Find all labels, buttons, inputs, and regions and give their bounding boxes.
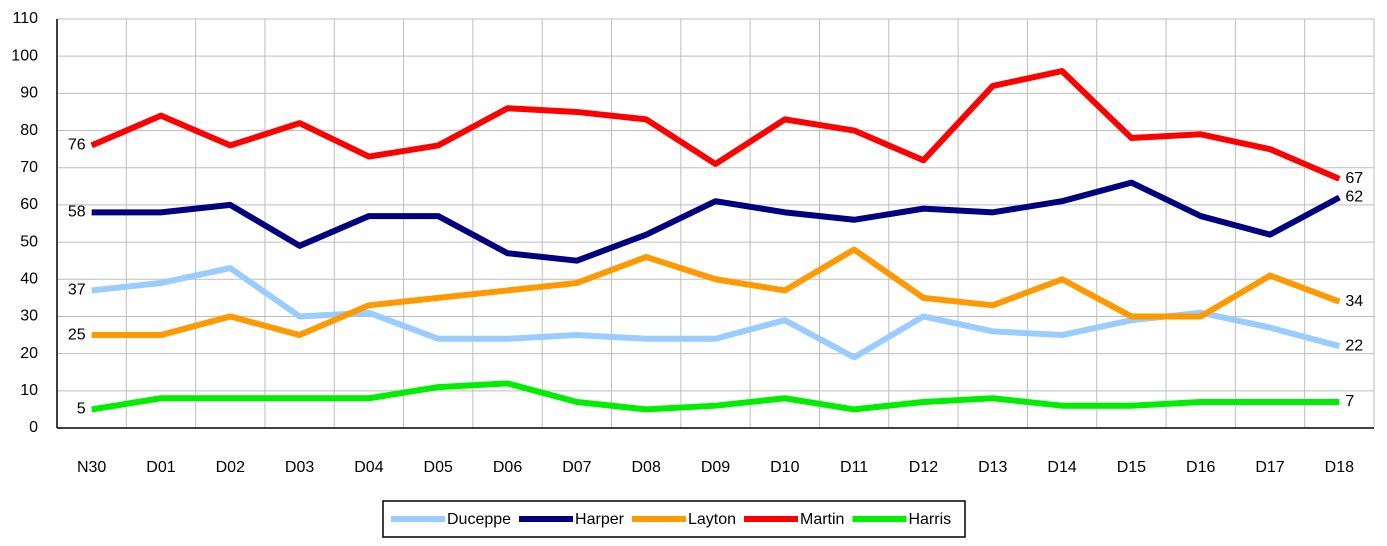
y-tick-label: 110 [12,10,38,27]
y-tick-label: 100 [11,47,38,64]
x-tick-label: D06 [493,459,522,476]
x-tick-label: D16 [1186,459,1215,476]
x-tick-label: D04 [354,459,383,476]
data-label: 37 [68,282,86,299]
legend-label: Harris [908,511,951,528]
x-tick-label: D12 [909,459,938,476]
x-tick-label: D01 [146,459,175,476]
y-tick-label: 40 [20,270,38,287]
data-label: 34 [1345,293,1363,310]
data-label: 62 [1345,189,1363,206]
x-tick-label: D17 [1255,459,1284,476]
x-tick-label: D13 [978,459,1007,476]
legend-label: Layton [688,511,736,528]
x-tick-label: D14 [1047,459,1076,476]
y-tick-label: 60 [20,196,38,213]
y-tick-label: 50 [20,233,38,250]
legend-label: Martin [800,511,844,528]
data-label: 5 [77,401,86,418]
data-label: 25 [68,326,86,343]
series-line [91,380,1340,413]
data-label: 7 [1345,393,1354,410]
series-line [91,246,1341,339]
legend-label: Harper [575,511,625,528]
data-label: 76 [68,137,86,154]
y-tick-label: 30 [20,308,38,325]
x-tick-label: D11 [840,459,868,476]
x-tick-label: D18 [1325,459,1354,476]
data-label: 22 [1345,337,1363,354]
x-tick-label: D10 [770,459,799,476]
x-tick-label: D08 [632,459,661,476]
x-tick-label: N30 [77,459,106,476]
x-tick-label: D05 [424,459,453,476]
x-tick-label: D09 [701,459,730,476]
series-line [91,265,1341,361]
x-tick-label: D07 [562,459,591,476]
y-tick-label: 10 [20,382,38,399]
series-line [90,68,1341,182]
legend: Duceppe Harper Layton Martin Harris [382,500,966,538]
y-tick-label: 90 [20,85,38,102]
data-label: 67 [1345,170,1363,187]
x-tick-label: D03 [285,459,314,476]
y-tick-label: 70 [20,159,38,176]
y-tick-label: 80 [20,122,38,139]
y-tick-label: 0 [29,419,38,436]
legend-label: Duceppe [447,511,511,528]
y-tick-label: 20 [20,345,38,362]
x-tick-label: D15 [1117,459,1146,476]
x-tick-label: D02 [216,459,245,476]
data-label: 58 [68,204,86,221]
series-line [91,179,1341,264]
